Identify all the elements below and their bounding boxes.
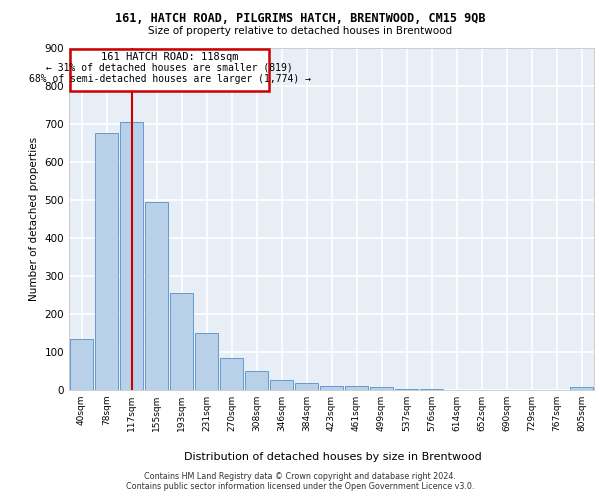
Bar bbox=[220, 358, 243, 390]
Bar bbox=[70, 50, 269, 90]
Bar bbox=[120, 122, 143, 390]
Text: Contains public sector information licensed under the Open Government Licence v3: Contains public sector information licen… bbox=[126, 482, 474, 491]
Bar bbox=[270, 380, 293, 390]
Bar bbox=[345, 386, 368, 390]
Text: Size of property relative to detached houses in Brentwood: Size of property relative to detached ho… bbox=[148, 26, 452, 36]
Bar bbox=[420, 389, 443, 390]
Bar bbox=[320, 386, 343, 390]
Bar bbox=[170, 293, 193, 390]
Bar bbox=[295, 383, 318, 390]
Text: 161, HATCH ROAD, PILGRIMS HATCH, BRENTWOOD, CM15 9QB: 161, HATCH ROAD, PILGRIMS HATCH, BRENTWO… bbox=[115, 12, 485, 26]
Bar bbox=[245, 371, 268, 390]
Text: 68% of semi-detached houses are larger (1,774) →: 68% of semi-detached houses are larger (… bbox=[29, 74, 311, 84]
Bar bbox=[95, 133, 118, 390]
Text: 161 HATCH ROAD: 118sqm: 161 HATCH ROAD: 118sqm bbox=[101, 52, 238, 62]
Bar bbox=[70, 338, 93, 390]
Text: Contains HM Land Registry data © Crown copyright and database right 2024.: Contains HM Land Registry data © Crown c… bbox=[144, 472, 456, 481]
Text: ← 31% of detached houses are smaller (819): ← 31% of detached houses are smaller (81… bbox=[46, 62, 293, 72]
Bar bbox=[395, 389, 418, 390]
Bar bbox=[195, 333, 218, 390]
Bar bbox=[370, 386, 393, 390]
Y-axis label: Number of detached properties: Number of detached properties bbox=[29, 136, 39, 301]
Bar bbox=[145, 202, 168, 390]
Text: Distribution of detached houses by size in Brentwood: Distribution of detached houses by size … bbox=[184, 452, 482, 462]
Bar bbox=[570, 387, 593, 390]
